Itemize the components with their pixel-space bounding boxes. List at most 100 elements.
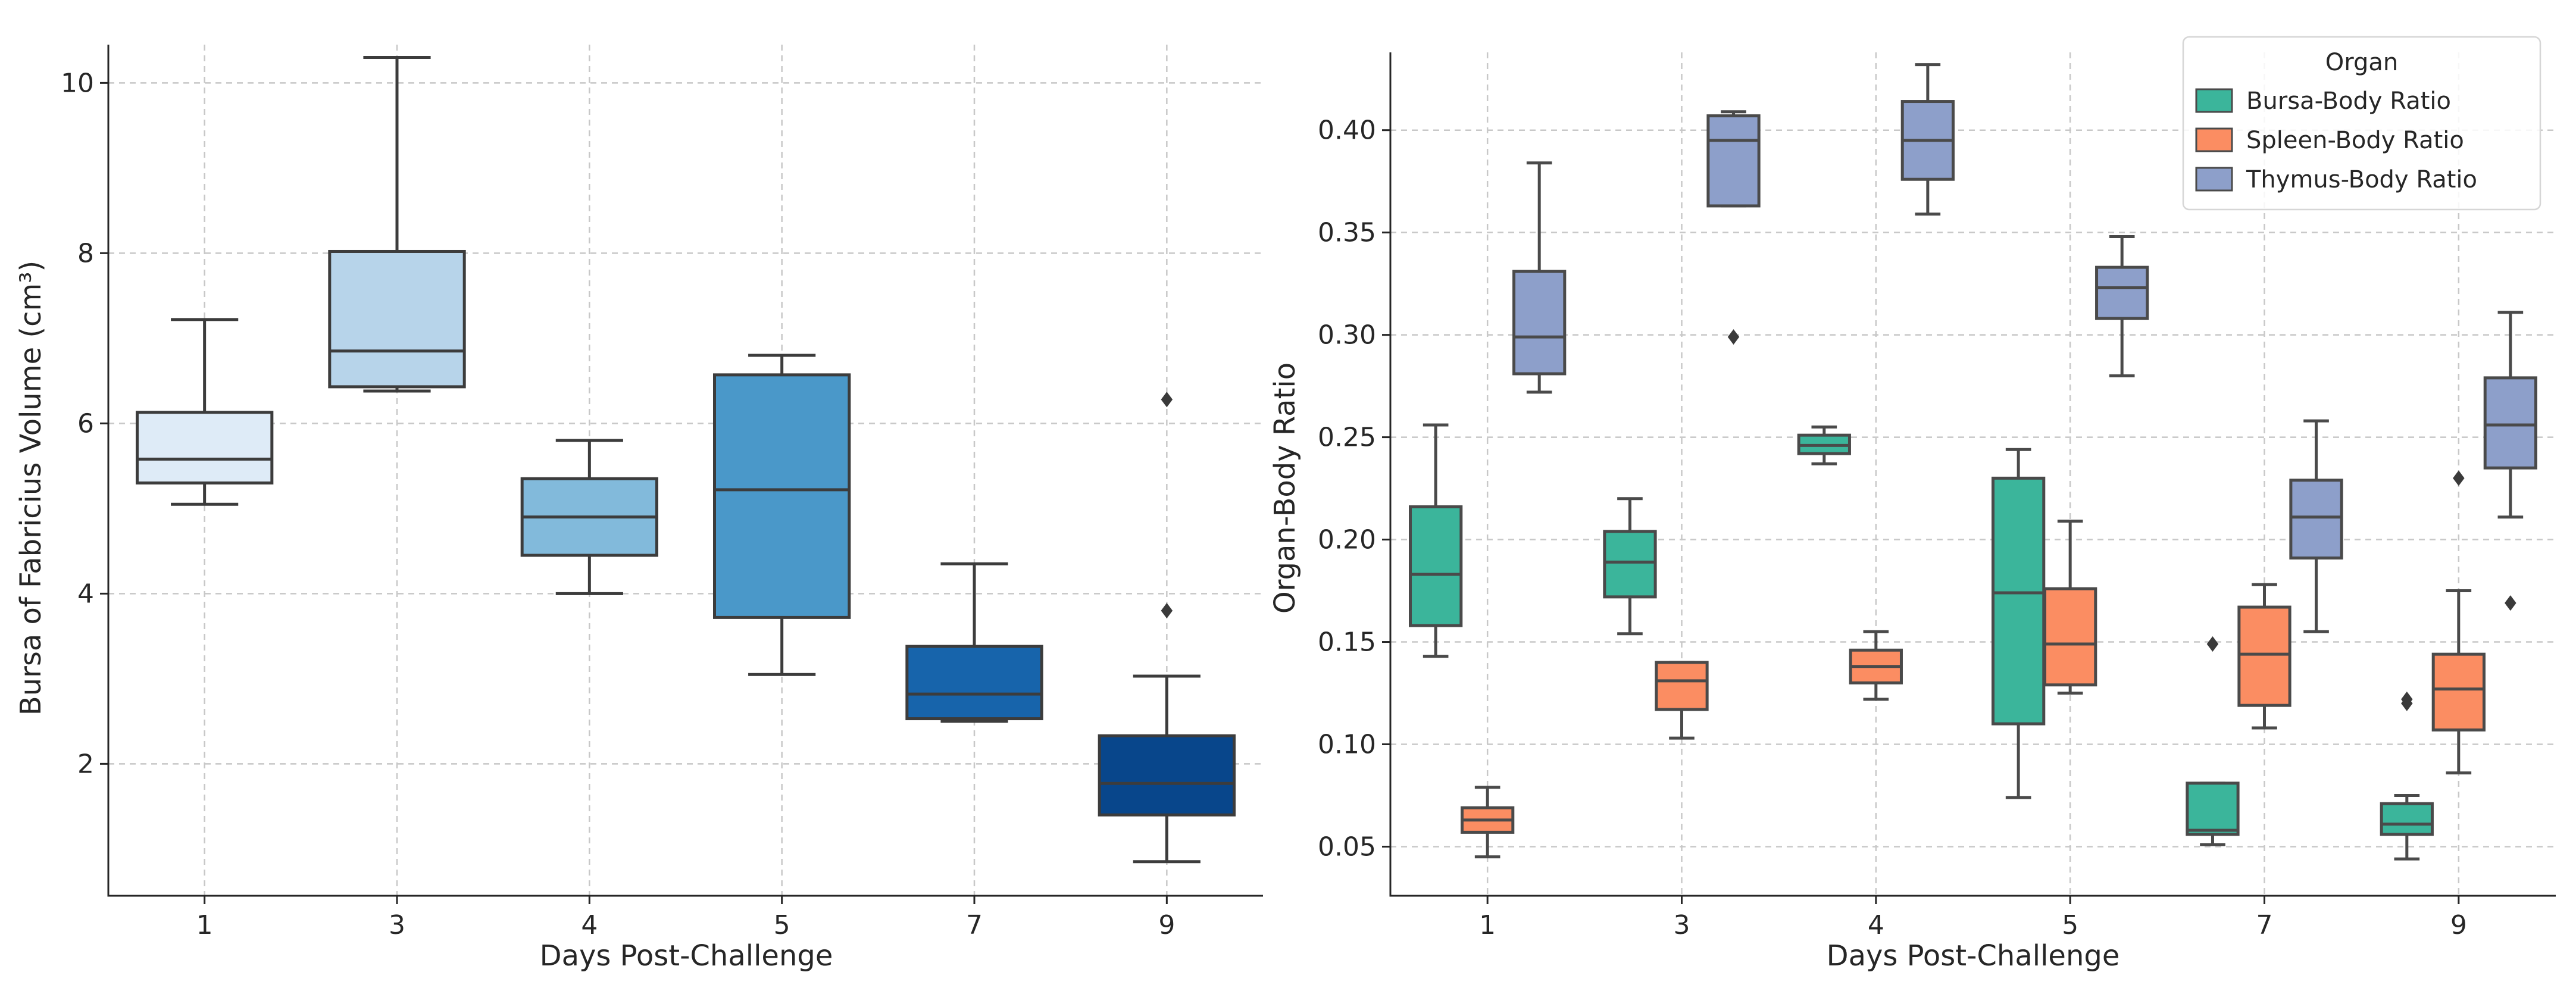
box-iqr bbox=[1409, 505, 1463, 627]
y-tick-label: 6 bbox=[77, 408, 94, 439]
x-tick-label: 9 bbox=[1158, 910, 1175, 940]
legend-swatch bbox=[2195, 127, 2233, 152]
box-group bbox=[2186, 636, 2240, 846]
legend: Organ Bursa-Body Ratio Spleen-Body Ratio T… bbox=[2182, 36, 2541, 211]
x-tick-label: 5 bbox=[774, 910, 790, 940]
right-grid bbox=[1390, 52, 2556, 896]
y-tick-label: 2 bbox=[77, 749, 94, 779]
box-group bbox=[2237, 583, 2291, 730]
legend-swatch bbox=[2195, 167, 2233, 192]
box-iqr bbox=[905, 645, 1043, 721]
box-group bbox=[2095, 235, 2149, 377]
axis-spines bbox=[107, 45, 1263, 897]
y-tick-label: 0.10 bbox=[1318, 729, 1376, 759]
box-group bbox=[520, 439, 659, 595]
box-group bbox=[1409, 423, 1463, 658]
x-tick-label: 7 bbox=[2256, 910, 2273, 940]
box-group bbox=[1603, 497, 1657, 636]
box-group bbox=[136, 318, 274, 506]
left-boxplots bbox=[136, 55, 1236, 864]
x-tick-label: 4 bbox=[1868, 910, 1884, 940]
outlier-point bbox=[2206, 636, 2219, 652]
box-iqr bbox=[1655, 661, 1709, 711]
y-tick-label: 4 bbox=[77, 579, 94, 609]
box-iqr bbox=[2095, 265, 2149, 320]
x-tick-label: 5 bbox=[2062, 910, 2078, 940]
outlier-point bbox=[2505, 595, 2516, 611]
box-group bbox=[2043, 520, 2097, 695]
right-axes: 0.05 0.10 0.15 0.20 0.25 0.30 0.35 0.40 1 3 4 5 7 9 bbox=[1318, 52, 2556, 940]
box-iqr bbox=[1512, 270, 1567, 376]
box-iqr bbox=[2237, 605, 2291, 707]
right-boxplots bbox=[1409, 63, 2537, 861]
x-tick-label: 7 bbox=[966, 910, 983, 940]
box-group bbox=[1706, 110, 1761, 345]
outlier-point bbox=[2401, 691, 2413, 707]
axis-spines bbox=[1389, 52, 2556, 897]
outlier-point bbox=[2453, 470, 2465, 486]
outlier-point bbox=[1161, 602, 1173, 618]
x-tick-label: 1 bbox=[1479, 910, 1496, 940]
box-group bbox=[1992, 448, 2046, 799]
box-group bbox=[1849, 630, 1903, 701]
box-iqr bbox=[713, 373, 851, 619]
box-iqr bbox=[2043, 587, 2097, 687]
left-y-axis-title: Bursa of Fabricius Volume (cm³) bbox=[14, 261, 48, 715]
box-iqr bbox=[2380, 802, 2434, 836]
right-chart-panel: 0.05 0.10 0.15 0.20 0.25 0.30 0.35 0.40 1 3 4 5 7 9 D… bbox=[1268, 36, 2556, 973]
box-group bbox=[1797, 425, 1851, 465]
box-group bbox=[2431, 470, 2486, 775]
x-tick-label: 3 bbox=[1674, 910, 1690, 940]
legend-label: Spleen-Body Ratio bbox=[2246, 127, 2464, 154]
y-tick-label: 0.40 bbox=[1318, 115, 1376, 146]
x-tick-label: 9 bbox=[2450, 910, 2467, 940]
box-iqr bbox=[2289, 479, 2343, 560]
box-group bbox=[2483, 311, 2537, 611]
legend-label: Thymus-Body Ratio bbox=[2246, 166, 2477, 193]
left-axes: 2 4 6 8 10 1 3 4 5 7 9 bbox=[61, 45, 1263, 940]
box-group bbox=[1655, 661, 1709, 740]
x-tick-label: 1 bbox=[196, 910, 213, 940]
box-group bbox=[2289, 419, 2343, 633]
box-group bbox=[1461, 786, 1515, 859]
box-group bbox=[328, 55, 466, 393]
y-tick-label: 10 bbox=[61, 68, 94, 98]
box-group bbox=[1512, 161, 1567, 394]
legend-frame bbox=[2182, 36, 2541, 211]
box-iqr bbox=[1992, 476, 2046, 726]
left-chart-panel: 2 4 6 8 10 1 3 4 5 7 9 Days Post-Challenge Bursa o… bbox=[14, 45, 1263, 973]
box-iqr bbox=[1098, 734, 1236, 817]
box-group bbox=[1098, 392, 1236, 864]
box-iqr bbox=[1603, 530, 1657, 599]
y-tick-label: 0.30 bbox=[1318, 320, 1376, 351]
outlier-point bbox=[1161, 392, 1173, 408]
box-group bbox=[713, 354, 851, 676]
outlier-point bbox=[1727, 329, 1740, 345]
left-x-axis-title: Days Post-Challenge bbox=[540, 939, 833, 973]
box-iqr bbox=[328, 249, 466, 389]
box-iqr bbox=[1706, 114, 1761, 208]
y-tick-label: 0.25 bbox=[1318, 423, 1376, 453]
box-iqr bbox=[2483, 376, 2537, 470]
y-tick-label: 0.05 bbox=[1318, 831, 1376, 862]
legend-label: Bursa-Body Ratio bbox=[2246, 87, 2451, 115]
legend-title: Organ bbox=[2325, 49, 2398, 76]
y-tick-label: 0.15 bbox=[1318, 627, 1376, 658]
box-iqr bbox=[136, 411, 274, 484]
y-tick-label: 8 bbox=[77, 238, 94, 268]
box-group bbox=[2380, 691, 2434, 861]
y-tick-label: 0.35 bbox=[1318, 218, 1376, 248]
legend-swatch bbox=[2195, 88, 2233, 113]
right-y-axis-title: Organ-Body Ratio bbox=[1268, 362, 1302, 614]
box-group bbox=[1900, 63, 1955, 216]
left-grid bbox=[108, 45, 1263, 896]
x-tick-label: 3 bbox=[389, 910, 405, 940]
box-iqr bbox=[2186, 781, 2240, 836]
box-iqr bbox=[2431, 652, 2486, 731]
right-x-axis-title: Days Post-Challenge bbox=[1827, 939, 2120, 973]
box-group bbox=[905, 562, 1043, 723]
x-tick-label: 4 bbox=[581, 910, 598, 940]
y-tick-label: 0.20 bbox=[1318, 525, 1376, 555]
legend-entries: Bursa-Body Ratio Spleen-Body Ratio Thymus-… bbox=[2195, 87, 2477, 193]
